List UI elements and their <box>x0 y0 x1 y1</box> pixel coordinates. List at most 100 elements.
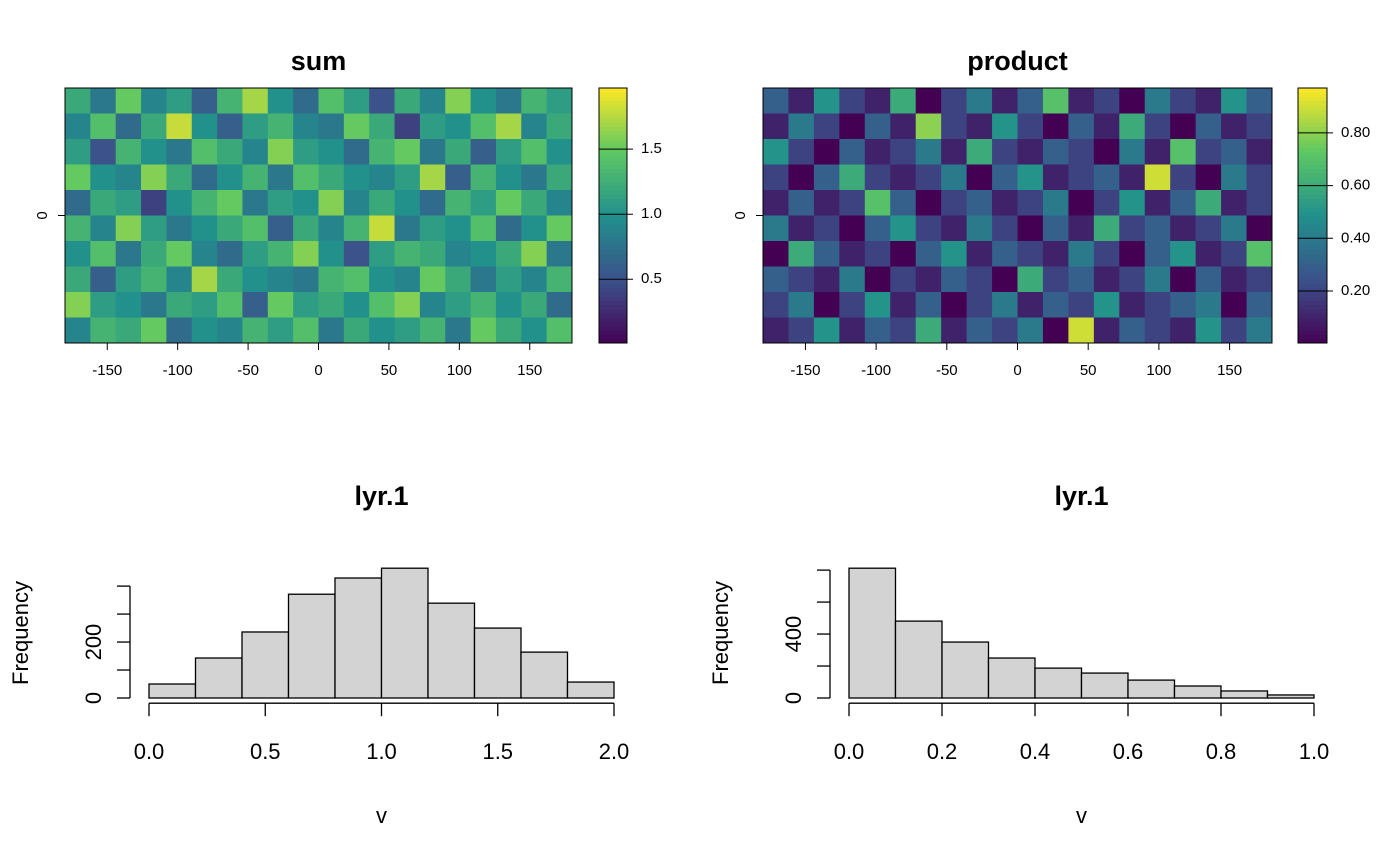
raster-cell <box>941 241 968 267</box>
colorbar-segment <box>1298 173 1327 178</box>
raster-cell <box>318 241 345 267</box>
x-tick-label: 0.8 <box>1206 739 1237 764</box>
raster-cell <box>166 215 193 242</box>
histogram-bar <box>194 657 243 699</box>
x-tick-label: -50 <box>237 362 259 379</box>
colorbar-segment <box>599 96 627 102</box>
raster-cell <box>1246 266 1273 293</box>
raster-cell <box>813 88 840 114</box>
raster-cell <box>788 88 815 114</box>
raster-cell <box>1042 266 1069 293</box>
raster-cell <box>1093 190 1120 216</box>
colorbar-segment <box>599 202 627 208</box>
colorbar-segment <box>1298 334 1327 340</box>
colorbar-segment <box>1298 304 1327 310</box>
colorbar-segment <box>599 275 627 280</box>
raster-cell <box>65 113 91 140</box>
raster-cell <box>445 215 472 242</box>
raster-cell <box>890 164 917 191</box>
x-tick-label: 0.5 <box>250 739 281 764</box>
colorbar-segment <box>599 151 627 157</box>
colorbar-segment <box>599 168 627 174</box>
raster-cell <box>394 292 421 318</box>
raster-cell <box>966 139 993 165</box>
raster-cell <box>1170 215 1197 242</box>
raster-cell <box>1170 88 1197 114</box>
colorbar-segment <box>1298 283 1327 289</box>
raster-cell <box>966 88 993 114</box>
raster-cell <box>763 215 789 242</box>
raster-cell <box>521 113 548 140</box>
colorbar-segment <box>599 126 627 131</box>
raster-cell <box>839 266 866 293</box>
raster-cell <box>890 241 917 267</box>
colorbar-segment <box>1298 321 1327 327</box>
colorbar-frame <box>598 87 628 344</box>
raster-cell <box>445 190 472 216</box>
colorbar-segment <box>1298 258 1327 263</box>
raster-cell <box>1017 113 1044 140</box>
raster-cell <box>217 241 243 267</box>
raster-cell <box>966 317 993 344</box>
raster-cell <box>763 113 789 140</box>
x-tick-label: 1.0 <box>1299 739 1330 764</box>
raster-cell <box>763 241 789 267</box>
histogram-bar <box>287 593 336 699</box>
raster-cell <box>318 292 345 318</box>
x-axis-label: v <box>376 803 387 828</box>
raster-cell <box>242 113 269 140</box>
raster-cell <box>242 241 269 267</box>
raster-cell <box>941 317 968 344</box>
raster-cell <box>813 215 840 242</box>
raster-cell <box>546 292 573 318</box>
raster-cell <box>1042 241 1069 267</box>
raster-cell <box>470 164 497 191</box>
raster-cell <box>65 292 91 318</box>
raster-cell <box>1195 317 1222 344</box>
raster-cell <box>419 292 446 318</box>
raster-cell <box>1246 113 1273 140</box>
raster-cell <box>1068 317 1095 344</box>
colorbar-segment <box>1298 185 1327 191</box>
raster-cell <box>242 139 269 165</box>
raster-cell <box>419 139 446 165</box>
panel-title: product <box>967 46 1068 76</box>
colorbar-segment <box>599 279 627 284</box>
colorbar-segment <box>599 283 627 289</box>
raster-cell <box>419 190 446 216</box>
raster-cell <box>166 266 193 293</box>
raster-cell <box>141 113 167 140</box>
raster-cell <box>369 164 396 191</box>
raster-cell <box>90 164 117 191</box>
x-tick-label: -150 <box>790 362 820 379</box>
raster-cell <box>369 88 396 114</box>
x-tick-label: 2.0 <box>599 739 630 764</box>
histogram-bar <box>894 620 943 699</box>
raster-cell <box>495 190 522 216</box>
colorbar-segment <box>1298 300 1327 306</box>
colorbar-segment <box>599 164 627 170</box>
raster-cell <box>1119 164 1146 191</box>
raster-cell <box>445 113 472 140</box>
colorbar-segment <box>1298 326 1327 331</box>
raster-cell <box>966 113 993 140</box>
colorbar-segment <box>599 181 627 187</box>
colorbar-frame <box>1297 87 1328 344</box>
raster-cell <box>1093 241 1120 267</box>
raster-cell <box>788 113 815 140</box>
raster-cell <box>191 190 218 216</box>
raster-cell <box>65 88 91 114</box>
raster-cell <box>966 241 993 267</box>
raster-cell <box>445 292 472 318</box>
raster-cell <box>318 113 345 140</box>
raster-cell <box>318 190 345 216</box>
raster-cell <box>992 113 1018 140</box>
raster-cell <box>864 139 891 165</box>
raster-cell <box>546 164 573 191</box>
raster-cell <box>1119 88 1146 114</box>
raster-cell <box>1068 241 1095 267</box>
raster-cell <box>1093 88 1120 114</box>
raster-cell <box>470 88 497 114</box>
x-tick-label: 0 <box>1013 362 1021 379</box>
